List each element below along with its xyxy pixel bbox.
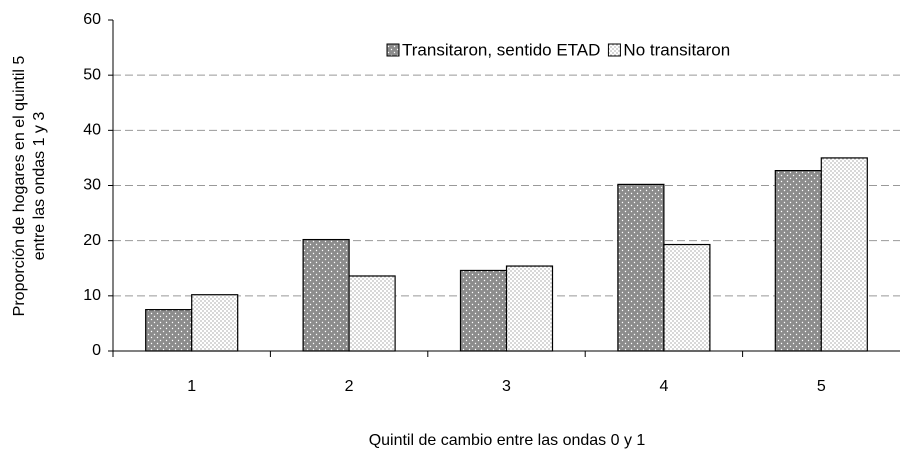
x-tick-label: 3 [502,378,511,395]
legend-swatch [386,43,400,57]
bar [820,157,868,352]
x-axis-label: Quintil de cambio entre las ondas 0 y 1 [369,432,646,449]
y-tick-label: 40 [83,122,101,139]
bar [663,243,711,352]
bar [348,275,396,352]
bar [459,269,508,352]
bar [191,294,239,352]
x-tick-label: 5 [817,378,826,395]
bar [145,309,193,352]
y-tick-label: 10 [83,287,101,304]
bar [774,170,822,352]
y-tick-label: 20 [83,232,101,249]
x-tick-label: 1 [187,378,196,395]
y-axis-label: Proporción de hogares en el quintil 5 en… [11,56,48,317]
x-tick-label: 2 [345,378,354,395]
legend-label: Transitaron, sentido ETAD [402,40,600,59]
legend-label: No transitaron [623,40,730,59]
bar [302,238,350,352]
y-tick-label: 30 [83,177,101,194]
bar [617,183,665,352]
y-axis-label-line: Proporción de hogares en el quintil 5 [11,56,28,317]
x-tick-label: 4 [659,378,668,395]
legend-swatch [607,43,621,57]
y-axis-label-line: entre las ondas 1 y 3 [31,112,48,261]
y-tick-label: 50 [83,66,101,83]
y-tick-label: 0 [92,342,101,359]
bar [505,265,554,352]
y-tick-label: 60 [83,11,101,28]
